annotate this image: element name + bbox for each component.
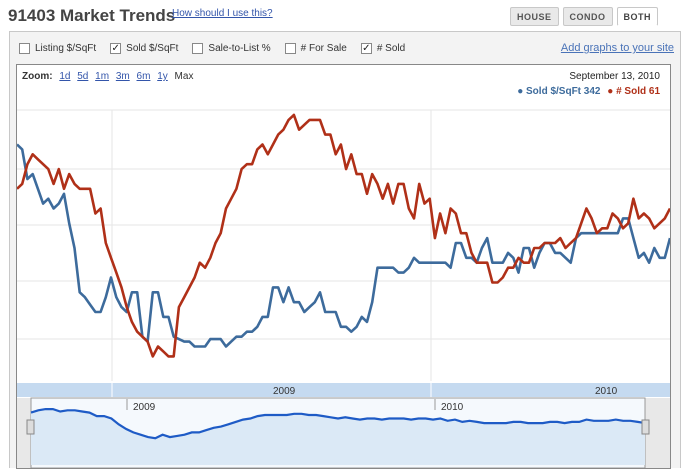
- navigator-handle-left[interactable]: [26, 419, 35, 435]
- checkbox[interactable]: [284, 42, 296, 54]
- zoom-1y[interactable]: 1y: [157, 71, 168, 82]
- date-readout: September 13, 2010: [569, 71, 660, 82]
- zoom-3m[interactable]: 3m: [115, 71, 130, 82]
- option-num-sold[interactable]: ✓ # Sold: [360, 42, 406, 54]
- property-type-tabs: HOUSE CONDO BOTH: [509, 7, 658, 26]
- legend-sold-sqft: ● Sold $/SqFt 342: [517, 86, 601, 97]
- tab-condo[interactable]: CONDO: [562, 7, 613, 26]
- option-label: Sale-to-List %: [208, 42, 271, 54]
- trend-chart[interactable]: 2009 2010 2009 2010 Zoom: 1d 5d 1m 3m 6m 1y…: [16, 64, 671, 469]
- x-axis-band: [17, 383, 670, 397]
- zoom-1m[interactable]: 1m: [95, 71, 110, 82]
- option-label: Listing $/SqFt: [35, 42, 97, 54]
- help-link[interactable]: How should I use this?: [172, 8, 273, 19]
- checkbox[interactable]: ✓: [110, 42, 122, 54]
- zoom-6m[interactable]: 6m: [136, 71, 151, 82]
- option-for-sale[interactable]: # For Sale: [284, 42, 347, 54]
- chart-svg[interactable]: 2009 2010 2009 2010: [17, 65, 670, 468]
- checkbox[interactable]: ✓: [360, 42, 372, 54]
- option-label: # For Sale: [300, 42, 347, 54]
- option-listing-sqft[interactable]: Listing $/SqFt: [19, 42, 97, 54]
- zoom-5d[interactable]: 5d: [77, 71, 89, 82]
- zoom-bar: Zoom: 1d 5d 1m 3m 6m 1y Max: [22, 71, 193, 82]
- checkbox[interactable]: [19, 42, 30, 54]
- navigator-area: [31, 409, 645, 465]
- zoom-max: Max: [174, 71, 194, 82]
- option-sold-sqft[interactable]: ✓ Sold $/SqFt: [110, 42, 179, 54]
- add-graphs-link[interactable]: Add graphs to your site: [560, 42, 674, 54]
- zoom-label: Zoom:: [22, 71, 53, 82]
- series-toolbar: Listing $/SqFt ✓ Sold $/SqFt Sale-to-Lis…: [19, 38, 674, 58]
- tab-both[interactable]: BOTH: [616, 7, 658, 26]
- navigator-label: 2010: [441, 402, 464, 413]
- series-line-num-sold: [17, 113, 670, 358]
- option-label: Sold $/SqFt: [126, 42, 179, 54]
- x-axis-label: 2010: [595, 386, 618, 397]
- legend: ● Sold $/SqFt 342 ● # Sold 61: [517, 86, 660, 97]
- legend-sold-sqft-text: Sold $/SqFt 342: [526, 86, 601, 97]
- navigator-line: [30, 408, 646, 440]
- legend-num-sold-text: # Sold 61: [616, 86, 660, 97]
- zoom-1d[interactable]: 1d: [59, 71, 71, 82]
- page-title: 91403 Market Trends: [8, 6, 176, 25]
- option-label: # Sold: [376, 42, 406, 54]
- tab-house[interactable]: HOUSE: [509, 7, 559, 26]
- chart-panel: Listing $/SqFt ✓ Sold $/SqFt Sale-to-Lis…: [9, 31, 681, 469]
- checkbox[interactable]: [192, 42, 204, 54]
- navigator-label: 2009: [133, 402, 156, 413]
- x-axis-label: 2009: [273, 386, 296, 397]
- series-line-sold-sqft: [17, 143, 670, 348]
- legend-num-sold: ● # Sold 61: [607, 86, 660, 97]
- navigator-handle-right[interactable]: [641, 419, 650, 435]
- option-sale-to-list[interactable]: Sale-to-List %: [192, 42, 271, 54]
